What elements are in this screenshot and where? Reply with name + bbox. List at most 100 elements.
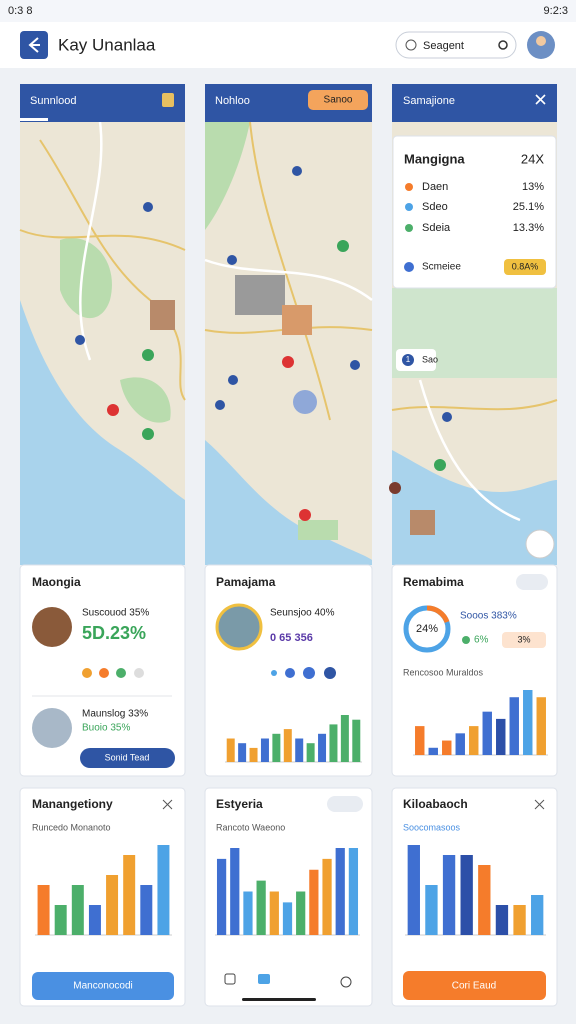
overlay-badge[interactable] bbox=[504, 259, 546, 275]
card-line: Buoio 35% bbox=[82, 723, 130, 734]
bar bbox=[425, 885, 438, 935]
locate-button[interactable] bbox=[525, 529, 555, 559]
bar bbox=[460, 855, 473, 935]
header-title: Kay Unanlaa bbox=[58, 35, 156, 54]
card-title: Manangetiony bbox=[32, 797, 113, 811]
card bbox=[19, 787, 186, 1007]
panel-badge-text: Sanoo bbox=[324, 95, 353, 106]
nav-icon[interactable] bbox=[340, 976, 352, 988]
legend-dot bbox=[405, 183, 413, 191]
card-line: Seunsjoo 40% bbox=[270, 608, 335, 619]
bar bbox=[523, 690, 533, 755]
overlay-badge-text: 0.8A% bbox=[512, 261, 539, 271]
bar bbox=[469, 726, 479, 755]
card-button-text: Manconocodi bbox=[73, 981, 132, 992]
pin-chip-icon bbox=[402, 354, 414, 366]
card-subtitle: Runcedo Monanoto bbox=[32, 822, 111, 832]
ring-segment bbox=[426, 605, 450, 624]
search-box[interactable] bbox=[395, 31, 517, 59]
search-icon bbox=[405, 39, 417, 51]
panel-title: Sunnlood bbox=[30, 95, 77, 107]
panel-badge[interactable] bbox=[308, 90, 368, 110]
overlay-row-value: 25.1% bbox=[513, 201, 544, 213]
card-big: 5D.23% bbox=[82, 623, 146, 643]
bar bbox=[283, 729, 292, 762]
card-button[interactable] bbox=[403, 971, 546, 1000]
bar bbox=[37, 885, 50, 935]
bar bbox=[482, 711, 492, 755]
card-subtitle: Rancoto Waeono bbox=[216, 822, 285, 832]
bar bbox=[322, 858, 332, 935]
bar bbox=[329, 724, 338, 762]
nav-icon[interactable] bbox=[224, 973, 236, 985]
footer-icon bbox=[404, 262, 414, 272]
card-button-text: Sonid Tead bbox=[105, 752, 150, 762]
bar bbox=[318, 733, 327, 762]
card bbox=[204, 787, 373, 1007]
bar bbox=[226, 738, 235, 762]
bar bbox=[509, 697, 519, 755]
pin-chip-label: Sao bbox=[422, 354, 438, 364]
bar bbox=[140, 885, 153, 935]
bar bbox=[256, 880, 266, 935]
close-icon[interactable] bbox=[534, 799, 545, 810]
nav-icon[interactable] bbox=[258, 974, 270, 984]
overlay-row-value: 13% bbox=[522, 181, 544, 193]
bar bbox=[513, 905, 526, 935]
mic-icon bbox=[498, 40, 508, 50]
bar bbox=[216, 858, 227, 935]
pin-chip-count: 1 bbox=[406, 355, 411, 364]
map-1[interactable] bbox=[19, 121, 186, 565]
card-badge[interactable] bbox=[502, 632, 546, 648]
tab-indicator bbox=[20, 118, 48, 121]
map-2[interactable] bbox=[204, 121, 373, 565]
bar bbox=[455, 733, 465, 755]
card bbox=[391, 787, 558, 1007]
card-title: Pamajama bbox=[216, 575, 276, 589]
bar bbox=[531, 895, 544, 935]
card-subtitle: Soocomasoos bbox=[403, 822, 461, 832]
bar bbox=[243, 891, 253, 935]
overlay-row-label: Daen bbox=[422, 181, 448, 193]
bar bbox=[123, 855, 136, 935]
bar bbox=[442, 740, 452, 755]
bar bbox=[478, 865, 491, 935]
card-toggle[interactable] bbox=[327, 796, 363, 812]
panel-icon[interactable] bbox=[162, 93, 174, 107]
close-icon[interactable] bbox=[162, 799, 173, 810]
dot bbox=[285, 668, 295, 678]
card-button[interactable] bbox=[32, 972, 174, 1000]
bar bbox=[269, 891, 279, 935]
overlay-footer: Scmeiee bbox=[422, 262, 461, 273]
dot bbox=[462, 636, 470, 644]
dot bbox=[134, 668, 144, 678]
bar bbox=[260, 738, 269, 762]
bar bbox=[106, 875, 119, 935]
bar bbox=[407, 845, 420, 935]
card-toggle[interactable] bbox=[516, 574, 548, 590]
card-line: Sooos 383% bbox=[460, 611, 517, 622]
card-line: Suscouod 35% bbox=[82, 608, 149, 619]
card-line: Maunslog 33% bbox=[82, 709, 148, 720]
bar bbox=[295, 738, 304, 762]
bar bbox=[442, 855, 456, 935]
bar bbox=[309, 869, 319, 935]
close-icon[interactable] bbox=[535, 94, 546, 105]
card-line: 0 65 356 bbox=[270, 632, 313, 644]
bar bbox=[272, 733, 281, 762]
dot bbox=[99, 668, 109, 678]
bar bbox=[428, 747, 438, 755]
status-time: 0:3 8 bbox=[8, 5, 32, 17]
bar bbox=[249, 747, 258, 762]
card-button[interactable] bbox=[80, 748, 175, 768]
panel-header bbox=[392, 84, 557, 122]
card-line: 6% bbox=[474, 635, 489, 646]
legend-dot bbox=[405, 203, 413, 211]
overlay-row-label: Sdeo bbox=[422, 201, 448, 213]
bar bbox=[306, 743, 315, 762]
dot bbox=[116, 668, 126, 678]
overlay-title: Mangigna bbox=[404, 151, 465, 166]
bar bbox=[335, 848, 345, 935]
bar bbox=[496, 718, 506, 755]
